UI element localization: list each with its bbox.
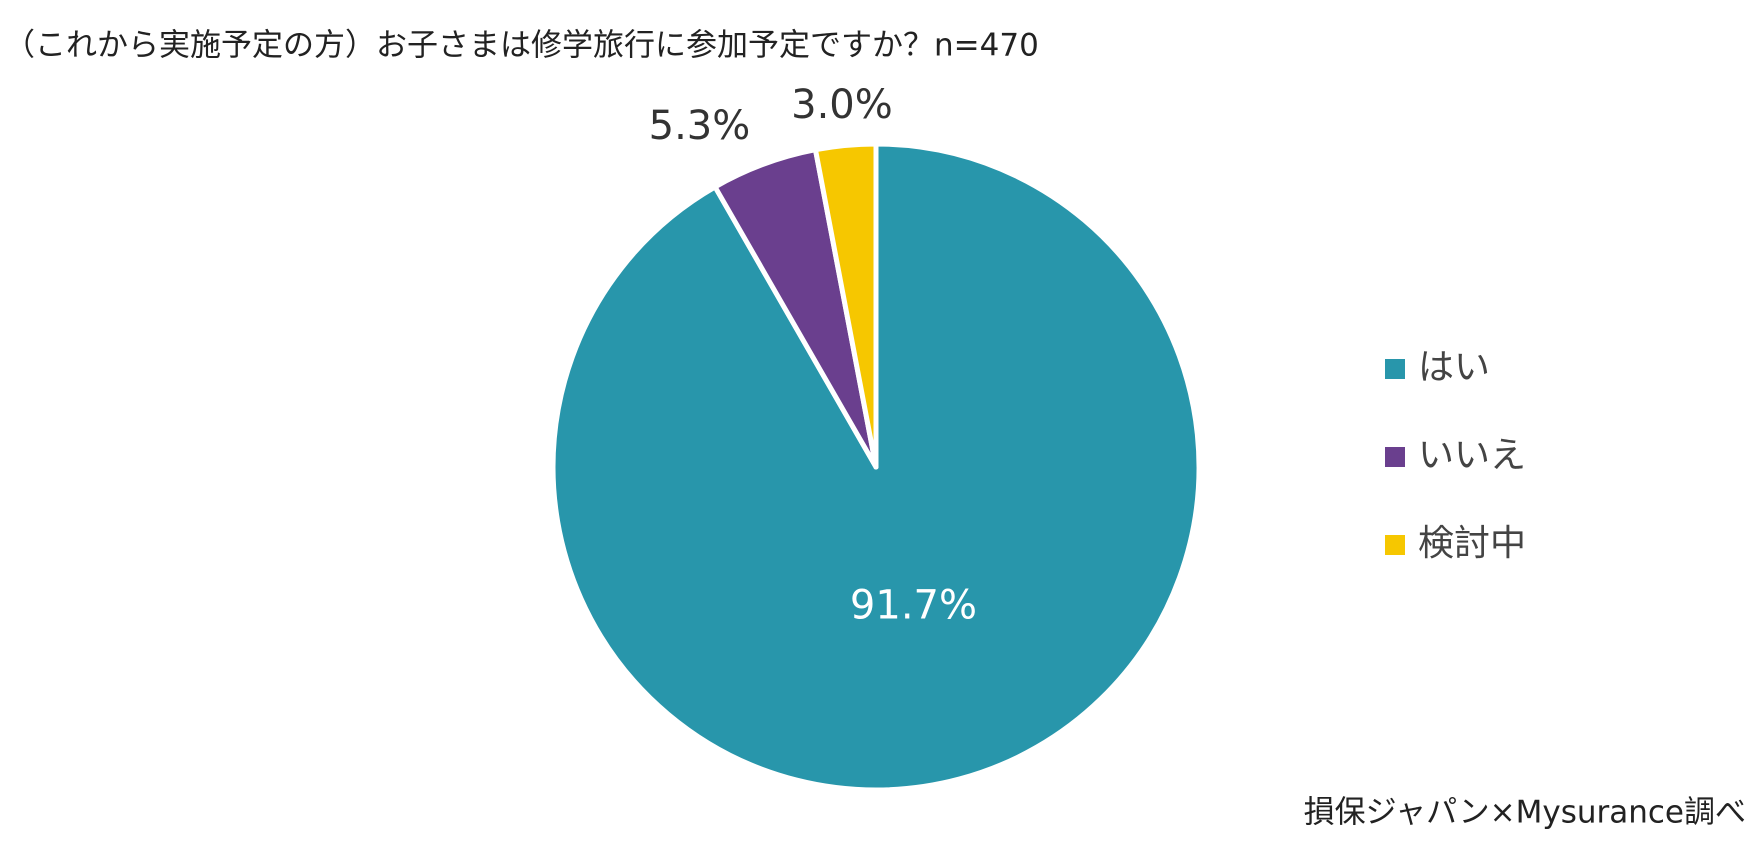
data-label: 91.7%: [850, 582, 977, 628]
pie-slice: [812, 141, 879, 470]
source-note: 損保ジャパン×Mysurance調べ: [1304, 795, 1746, 831]
legend-label: はい: [1418, 347, 1490, 388]
legend-swatch: [1385, 447, 1405, 467]
legend-swatch: [1385, 535, 1405, 555]
legend-label: 検討中: [1418, 523, 1526, 564]
legend-label: いいえ: [1418, 435, 1526, 476]
legend-swatch: [1385, 359, 1405, 379]
chart-title: （これから実施予定の方）お子さまは修学旅行に参加予定ですか？n=470: [4, 28, 1039, 64]
data-label: 3.0%: [791, 82, 893, 128]
data-label: 5.3%: [649, 103, 751, 149]
